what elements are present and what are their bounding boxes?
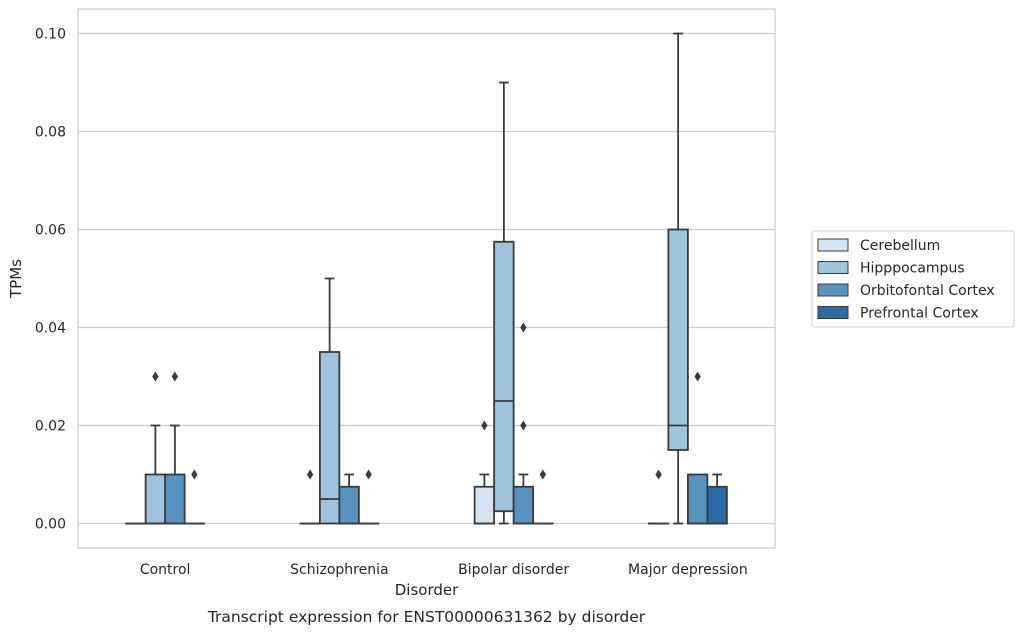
box: [706, 485, 728, 525]
box: [164, 473, 186, 525]
box: [338, 485, 360, 525]
box: [686, 473, 709, 525]
x-tick-label: Control: [140, 562, 191, 578]
y-tick-label: 0.06: [35, 223, 66, 239]
y-axis-label: TPMs: [7, 259, 25, 299]
y-tick-label: 0.02: [35, 419, 66, 435]
box-group: [357, 469, 380, 525]
y-tick-label: 0.10: [35, 27, 66, 43]
outlier-point: [152, 371, 159, 382]
boxes: [125, 32, 728, 525]
outlier-point: [655, 469, 662, 480]
box-group: [473, 420, 496, 525]
outlier-point: [191, 469, 198, 480]
legend-frame: [811, 230, 1015, 328]
outlier-point: [539, 469, 547, 480]
box-group: [493, 81, 515, 525]
legend-swatch: [817, 261, 849, 274]
plot-area-frame: [77, 8, 776, 549]
box: [473, 485, 496, 525]
outlier-point: [365, 469, 372, 480]
box-group: [706, 473, 728, 525]
y-tick-label: 0.04: [35, 321, 66, 337]
outlier-point: [520, 322, 527, 333]
box-group: [512, 322, 535, 525]
legend-swatch: [817, 283, 849, 297]
x-axis-ticks: Control Schizophrenia Bipolar disorder Majo…: [140, 562, 748, 578]
box-group: [164, 371, 186, 525]
outlier-point: [520, 420, 527, 431]
x-tick-label: Schizophrenia: [290, 562, 388, 578]
x-axis-label: Disorder: [395, 581, 459, 599]
box: [144, 473, 167, 525]
legend-label: Cerebellum: [860, 238, 940, 254]
box-group: [144, 371, 167, 525]
chart-caption: Transcript expression for ENST0000063136…: [207, 608, 646, 626]
outlier-point: [306, 469, 314, 480]
box: [493, 240, 515, 513]
box-group: [338, 473, 360, 525]
box-group: [318, 277, 341, 525]
legend-label: Orbitofontal Cortex: [860, 283, 995, 299]
legend-label: Prefrontal Cortex: [860, 306, 979, 322]
legend-label: Hipppocampus: [860, 261, 965, 277]
x-tick-label: Bipolar disorder: [458, 562, 569, 578]
legend-swatch: [817, 306, 849, 319]
y-axis-ticks: 0.00 0.02 0.04 0.06 0.08 0.10: [35, 27, 66, 533]
box: [512, 485, 535, 525]
legend-swatch: [817, 238, 849, 252]
box: [318, 351, 341, 525]
box-group: [183, 469, 206, 525]
box-group: [647, 469, 670, 525]
box: [667, 228, 689, 451]
box-group: [686, 371, 709, 525]
box-group: [299, 469, 321, 525]
legend: Cerebellum Hipppocampus Orbitofontal Corte…: [811, 230, 1015, 328]
outlier-point: [694, 371, 701, 382]
outlier-point: [171, 371, 179, 382]
y-tick-label: 0.00: [35, 517, 66, 533]
y-tick-label: 0.08: [35, 125, 66, 141]
box-group: [667, 32, 689, 525]
box-group: [532, 469, 554, 525]
x-tick-label: Major depression: [628, 562, 748, 578]
outlier-point: [481, 420, 488, 431]
